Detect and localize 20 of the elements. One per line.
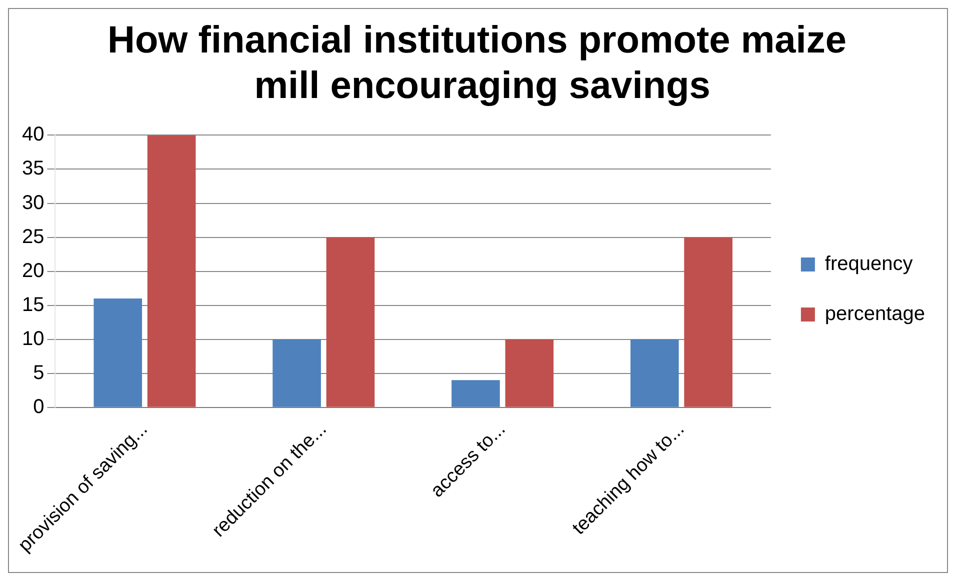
y-tick-label: 25 (22, 226, 44, 248)
bar (505, 339, 554, 407)
legend-label: percentage (824, 303, 925, 326)
legend-label: frequency (824, 253, 913, 276)
y-tick-label: 5 (33, 362, 44, 384)
bar (147, 135, 196, 407)
y-tick-label: 10 (22, 328, 44, 350)
y-tick-label: 30 (22, 192, 44, 214)
y-tick-label: 40 (22, 124, 44, 146)
chart-title: How financial institutions promote maize mill encouraging savings (108, 19, 846, 107)
bar (94, 298, 142, 407)
bar (452, 380, 500, 407)
y-tick-label: 35 (22, 158, 44, 180)
y-tick-label: 15 (22, 294, 44, 316)
bar (630, 339, 679, 407)
y-tick-label: 0 (33, 396, 44, 418)
bar (684, 237, 732, 407)
bar (326, 237, 375, 407)
y-tick-label: 20 (22, 260, 44, 282)
bar (272, 339, 321, 407)
